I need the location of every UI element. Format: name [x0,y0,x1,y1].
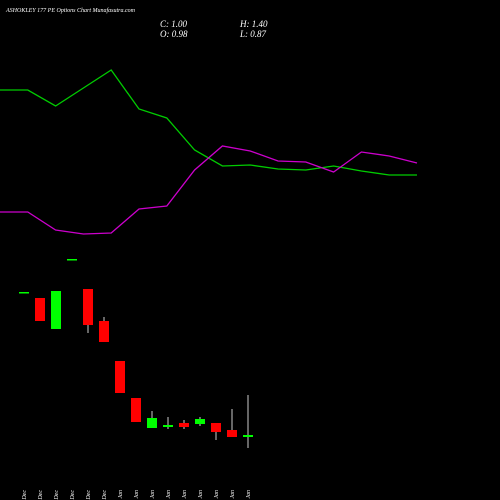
candle-body [147,418,157,428]
candle-body [115,361,125,393]
candle-body [227,430,237,437]
close-label: C: 1.00 [160,19,188,29]
x-tick-label: 09 Jan [214,490,220,500]
indicator-line [0,145,418,235]
x-tick-label: 23 Dec [38,490,44,500]
candle-body [51,291,61,329]
candle-body [35,298,45,321]
x-tick-label: 02 Jan [134,490,140,500]
candle-body [163,425,173,427]
x-tick-label: 01 Jan [118,490,124,500]
candle-body [67,259,77,261]
candle-body [99,321,109,342]
chart-title: ASHOKLEY 177 PE Options Chart Munafasutr… [5,7,136,14]
x-tick-label: 06 Jan [166,490,172,500]
x-tick-label: 31 Dec [102,490,108,500]
low-label: L: 0.87 [239,29,267,39]
candle-body [243,435,253,437]
candle-body [131,398,141,422]
x-tick-label: 22 Dec [22,490,28,500]
candle-body [83,289,93,325]
x-tick-label: 13 Jan [246,490,252,500]
open-label: O: 0.98 [160,29,188,39]
x-tick-label: 07 Jan [182,490,188,500]
x-tick-label: 10 Jan [230,490,236,500]
candle-body [19,292,29,294]
candle-body [195,419,205,424]
x-tick-label: 30 Dec [86,490,92,500]
candle-body [211,423,221,432]
x-tick-label: 08 Jan [198,490,204,500]
high-label: H: 1.40 [239,19,268,29]
candle-body [179,423,189,427]
x-tick-label: 03 Jan [150,490,156,500]
x-tick-label: 24 Dec [53,490,60,500]
x-tick-label: 26 Dec [70,490,76,500]
